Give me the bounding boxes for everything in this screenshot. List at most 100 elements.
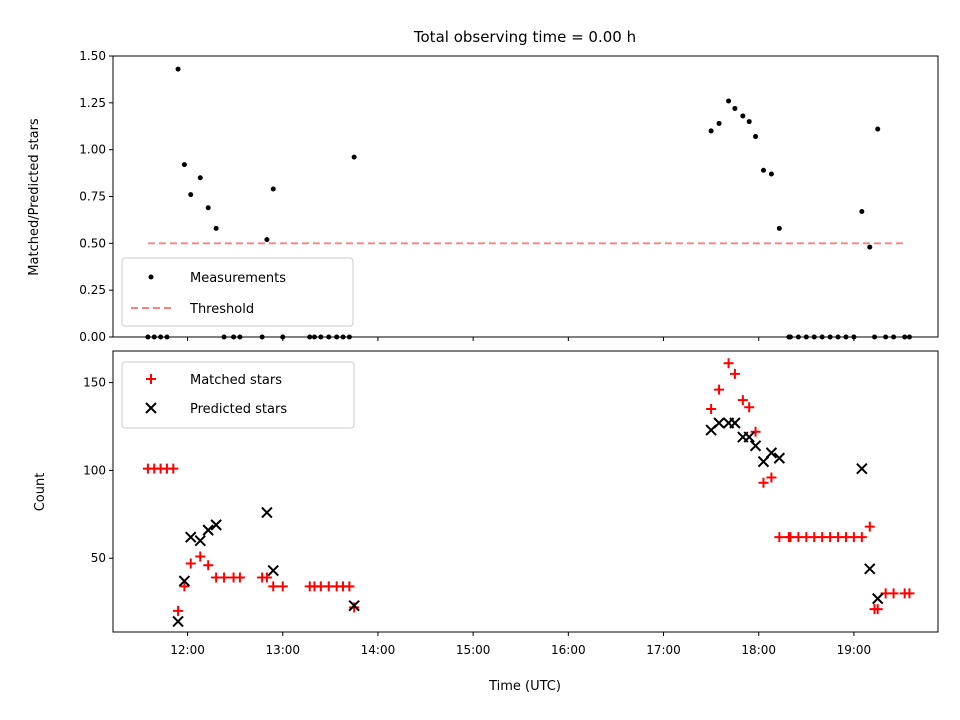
bottom-y-tick-label: 50 (91, 551, 106, 565)
top-y-tick-label: 0.75 (79, 190, 106, 204)
x-tick-label: 13:00 (265, 643, 300, 657)
measurement-point (726, 98, 732, 104)
matched-star-point (766, 472, 777, 483)
matched-star-point (185, 558, 196, 569)
matched-star-point (856, 532, 867, 543)
x-tick-label: 19:00 (837, 643, 872, 657)
matched-star-point (774, 532, 785, 543)
predicted-star-point (872, 592, 884, 605)
predicted-star-point (757, 455, 770, 468)
predicted-star-point (864, 563, 876, 575)
predicted-star-point (856, 462, 868, 475)
predicted-star-point (185, 531, 197, 543)
matched-star-point (179, 581, 190, 592)
matched-star-point (219, 572, 230, 583)
measurement-point (732, 105, 738, 111)
measurement-point (746, 119, 752, 125)
measurement-point (264, 237, 270, 243)
matched-star-point (737, 395, 748, 406)
matched-star-point (872, 604, 883, 615)
matched-star-point (173, 605, 184, 616)
top-y-tick-label: 1.00 (79, 143, 106, 157)
bottom-y-tick-label: 100 (83, 463, 106, 477)
measurement-point (708, 128, 714, 134)
measurement-point (716, 120, 722, 126)
x-tick-label: 15:00 (456, 643, 491, 657)
x-tick-label: 17:00 (646, 643, 681, 657)
matched-star-point (168, 463, 179, 474)
top-legend-box (121, 257, 354, 327)
matched-star-point (864, 521, 875, 532)
measurement-point (197, 175, 203, 181)
matched-star-point (277, 581, 288, 592)
top-chart-title: Total observing time = 0.00 h (413, 28, 636, 46)
top-y-tick-label: 1.50 (79, 49, 106, 63)
measurement-point (175, 66, 181, 72)
matched-star-point (904, 588, 915, 599)
measurement-point (753, 134, 759, 140)
bottom-legend: Matched stars Predicted stars (121, 361, 355, 429)
predicted-star-point (348, 599, 360, 612)
matched-star-point (344, 581, 355, 592)
measurement-point (740, 113, 746, 119)
measurement-point (859, 208, 865, 214)
matched-star-point (729, 368, 740, 379)
top-y-tick-label: 0.50 (79, 236, 106, 250)
top-y-tick-label: 0.25 (79, 283, 106, 297)
top-legend: Measurements Threshold (121, 257, 354, 327)
predicted-star-point (729, 417, 741, 429)
predicted-star-point (210, 519, 222, 531)
measurement-point (776, 225, 782, 231)
legend-threshold-label: Threshold (189, 302, 254, 317)
x-tick-label: 12:00 (170, 643, 205, 657)
predicted-star-point (743, 431, 755, 443)
predicted-star-point (773, 452, 786, 464)
legend-measurements-marker (148, 274, 154, 280)
measurement-point (867, 244, 873, 250)
measurement-point (213, 225, 219, 231)
measurement-point (188, 192, 194, 198)
measurement-point (181, 162, 187, 168)
matched-star-point (714, 384, 725, 395)
x-tick-label: 18:00 (741, 643, 776, 657)
bottom-y-axis-label: Count (33, 473, 48, 512)
matched-star-point (744, 402, 755, 413)
matched-star-point (268, 581, 279, 592)
predicted-star-point (749, 440, 762, 452)
predicted-star-point (713, 417, 725, 429)
legend-predicted-label: Predicted stars (190, 402, 287, 417)
x-axis-label: Time (UTC) (488, 679, 561, 694)
legend-matched-label: Matched stars (190, 373, 282, 388)
predicted-star-point (261, 506, 273, 519)
matched-star-point (261, 572, 272, 583)
bottom-plot-area (142, 358, 915, 628)
predicted-star-point (202, 524, 214, 536)
legend-predicted-marker (145, 402, 157, 414)
predicted-star-point (267, 564, 279, 577)
predicted-star-point (194, 534, 206, 547)
matched-star-point (888, 588, 899, 599)
bottom-y-tick-label: 150 (83, 376, 106, 390)
matched-star-point (234, 572, 245, 583)
measurement-point (351, 154, 357, 160)
x-tick-label: 14:00 (361, 643, 396, 657)
bottom-plot-frame (112, 350, 939, 633)
measurement-point (760, 167, 766, 173)
measurement-point (270, 186, 276, 192)
legend-matched-marker (146, 374, 156, 384)
predicted-star-point (178, 575, 191, 587)
matched-star-point (203, 560, 214, 571)
legend-measurements-label: Measurements (190, 271, 286, 286)
top-y-tick-label: 1.25 (79, 96, 106, 110)
predicted-star-point (172, 615, 184, 628)
matched-star-point (195, 551, 206, 562)
matched-star-point (723, 358, 734, 369)
x-tick-label: 16:00 (551, 643, 586, 657)
top-y-tick-label: 0.00 (79, 330, 106, 344)
bottom-legend-box (121, 361, 355, 429)
measurement-point (875, 126, 881, 132)
top-y-axis-label: Matched/Predicted stars (27, 118, 42, 276)
matched-star-point (750, 426, 761, 437)
